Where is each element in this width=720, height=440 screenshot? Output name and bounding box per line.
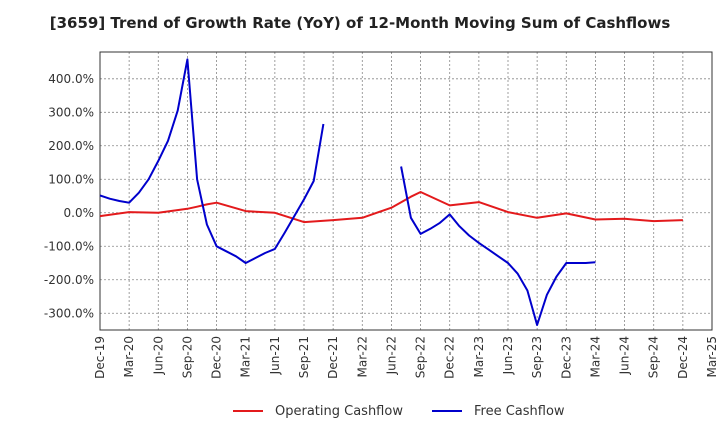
y-tick-label: -300.0%	[44, 306, 94, 320]
y-tick-label: 300.0%	[48, 105, 94, 119]
x-tick-label: Mar-23	[472, 336, 486, 377]
series-line-free-cashflow	[99, 58, 596, 326]
x-tick-label: Mar-22	[355, 336, 369, 377]
y-tick-label: -200.0%	[44, 273, 94, 287]
x-tick-label: Jun-23	[501, 336, 515, 375]
x-tick-label: Jun-20	[151, 336, 165, 375]
x-tick-label: Jun-24	[618, 336, 632, 375]
y-tick-label: 200.0%	[48, 139, 94, 153]
series-line-operating-cashflow	[99, 191, 683, 224]
x-tick-label: Sep-23	[530, 336, 544, 378]
chart-title: [3659] Trend of Growth Rate (YoY) of 12-…	[49, 14, 671, 32]
plot-frame	[99, 51, 713, 331]
y-tick-label: 0.0%	[64, 206, 95, 220]
x-tick-label: Dec-20	[210, 336, 224, 379]
x-tick-label: Jun-22	[384, 336, 398, 375]
x-tick-label: Dec-24	[676, 336, 690, 379]
y-tick-label: 400.0%	[48, 72, 94, 86]
x-tick-label: Sep-20	[180, 336, 194, 378]
x-tick-label: Sep-22	[414, 336, 428, 378]
y-tick-label: -100.0%	[44, 239, 94, 253]
x-tick-label: Sep-24	[647, 336, 661, 378]
x-tick-label: Sep-21	[297, 336, 311, 378]
x-tick-label: Dec-22	[443, 336, 457, 379]
legend-label-free-cashflow: Free Cashflow	[474, 404, 565, 419]
x-tick-label: Dec-21	[326, 336, 340, 379]
legend-label-operating-cashflow: Operating Cashflow	[275, 404, 403, 419]
x-tick-label: Mar-24	[588, 336, 602, 377]
x-tick-label: Dec-19	[93, 336, 107, 379]
x-tick-label: Mar-21	[239, 336, 253, 377]
y-tick-label: 100.0%	[48, 172, 94, 186]
x-tick-label: Mar-20	[122, 336, 136, 377]
x-tick-label: Jun-21	[268, 336, 282, 375]
x-tick-label: Mar-25	[705, 336, 719, 377]
x-tick-label: Dec-23	[559, 336, 573, 379]
